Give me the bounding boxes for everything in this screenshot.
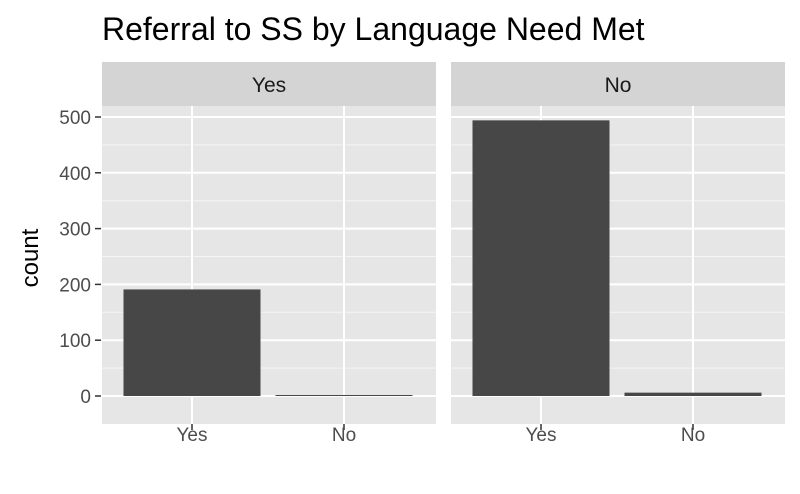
chart-title: Referral to SS by Language Need Met [102, 11, 645, 47]
facet-strip-label: Yes [252, 74, 286, 97]
facet-strip-label: No [605, 74, 632, 97]
y-axis: 0 100 200 300 400 500 [59, 108, 101, 408]
facet-panels: Yes Yes No No Yes No [102, 62, 785, 446]
y-tick-label: 100 [59, 331, 91, 352]
facet-strip [102, 62, 436, 106]
y-axis-title: count [17, 228, 44, 287]
y-tick-label: 300 [59, 220, 91, 241]
bar-no-no [624, 392, 762, 396]
y-tick-label: 200 [59, 275, 91, 296]
x-tick-label: Yes [177, 425, 208, 446]
bar-no-yes [472, 120, 610, 397]
bar-yes-yes [123, 289, 261, 396]
y-tick-label: 0 [80, 387, 91, 408]
y-tick-label: 500 [59, 108, 91, 129]
x-tick-label: Yes [526, 425, 557, 446]
bar-yes-no [275, 395, 413, 396]
facet-panel-1: Yes Yes No [102, 62, 436, 446]
x-tick-label: No [332, 425, 356, 446]
y-tick-label: 400 [59, 164, 91, 185]
facet-strip [451, 62, 785, 106]
facet-panel-2: No Yes No [451, 62, 785, 446]
x-tick-label: No [681, 425, 705, 446]
